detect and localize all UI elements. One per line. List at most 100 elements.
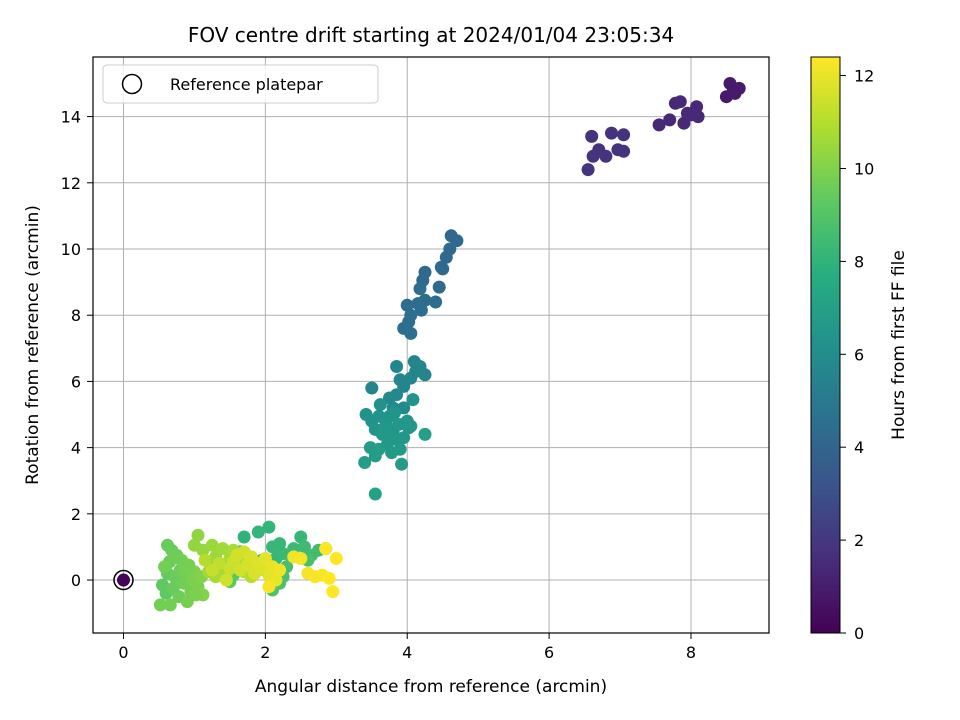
y-tick-label: 2: [71, 505, 81, 524]
colorbar-tick-label: 12: [854, 67, 874, 86]
data-point: [383, 431, 396, 445]
data-point: [617, 144, 631, 158]
data-point: [262, 580, 276, 594]
data-point: [413, 282, 427, 296]
colorbar-ticks: 0 2 4 6 8 10 12: [840, 67, 874, 643]
y-tick-label: 0: [71, 571, 81, 590]
data-point: [691, 110, 705, 124]
data-point: [406, 393, 420, 407]
data-point: [581, 163, 595, 177]
data-point: [395, 457, 409, 471]
data-point: [605, 126, 618, 140]
data-point: [390, 388, 404, 402]
x-tick-label: 0: [118, 643, 128, 662]
data-point: [326, 585, 340, 599]
data-point: [390, 360, 404, 373]
data-point: [373, 398, 387, 412]
chart-title: FOV centre drift starting at 2024/01/04 …: [188, 23, 674, 47]
data-point: [432, 280, 446, 294]
data-point: [404, 326, 418, 340]
data-point: [378, 421, 391, 435]
data-point: [418, 427, 432, 441]
reference-point: [117, 573, 131, 587]
data-point: [363, 441, 377, 455]
data-point: [153, 598, 167, 612]
legend-entry-reference: Reference platepar: [170, 75, 323, 94]
x-tick-label: 4: [402, 643, 412, 662]
legend-box: [102, 64, 379, 104]
x-tick-label: 2: [260, 643, 270, 662]
data-point: [397, 431, 411, 445]
y-tick-label: 6: [71, 372, 81, 391]
grid-lines: [93, 57, 769, 633]
colorbar-label: Hours from first FF file: [889, 250, 909, 440]
data-point: [368, 487, 382, 501]
data-point: [189, 588, 203, 602]
data-point: [319, 542, 333, 556]
data-point: [273, 537, 287, 551]
data-point: [585, 129, 599, 143]
data-point: [158, 560, 172, 574]
data-point: [251, 525, 265, 539]
data-point: [434, 260, 448, 274]
y-tick-label: 14: [61, 108, 81, 127]
data-point: [294, 552, 308, 565]
y-axis-ticks: 0 2 4 6 8 10 12 14: [61, 108, 93, 590]
data-point: [166, 552, 180, 565]
y-tick-label: 12: [61, 174, 81, 193]
x-axis-label: Angular distance from reference (arcmin): [255, 677, 607, 697]
y-tick-label: 4: [71, 439, 81, 458]
data-point: [294, 530, 308, 544]
colorbar: [810, 56, 841, 634]
plot-frame: [92, 56, 770, 634]
data-point: [617, 128, 631, 142]
x-tick-label: 8: [686, 643, 696, 662]
data-point: [599, 149, 613, 163]
x-axis-ticks: 0 2 4 6 8: [118, 633, 696, 662]
y-axis-label: Rotation from reference (arcmin): [23, 205, 43, 485]
data-point: [262, 520, 276, 534]
data-point: [728, 86, 742, 100]
data-point: [414, 303, 428, 317]
reference-point-ring: [113, 569, 134, 591]
legend-reference-marker: [121, 73, 143, 95]
data-point: [365, 381, 379, 395]
data-point: [690, 100, 704, 114]
data-point: [673, 95, 687, 109]
y-tick-label: 8: [71, 306, 81, 325]
data-point: [163, 598, 177, 612]
data-point: [329, 552, 343, 565]
data-point: [388, 406, 401, 420]
colorbar-tick-label: 10: [854, 159, 874, 178]
data-point: [358, 456, 372, 469]
data-point: [322, 571, 336, 585]
x-tick-label: 6: [544, 643, 554, 662]
data-point: [404, 419, 418, 433]
colorbar-tick-label: 4: [854, 438, 864, 457]
data-point: [198, 553, 212, 567]
data-point: [191, 528, 205, 542]
colorbar-tick-label: 8: [854, 252, 864, 271]
data-points: [153, 77, 746, 612]
data-point: [680, 106, 694, 120]
data-point: [429, 295, 443, 309]
data-point: [663, 113, 677, 127]
colorbar-tick-label: 2: [854, 531, 864, 550]
data-point: [205, 563, 219, 577]
y-tick-label: 10: [61, 240, 81, 259]
data-point: [161, 538, 174, 552]
data-point: [216, 542, 230, 556]
data-point: [179, 561, 193, 575]
data-point: [450, 234, 464, 248]
data-point: [393, 442, 407, 456]
data-point: [400, 298, 414, 312]
reference-marker-layer: [113, 569, 134, 591]
data-point: [237, 530, 251, 544]
data-point: [273, 563, 287, 577]
legend: Reference platepar: [102, 64, 379, 104]
data-point: [219, 573, 233, 587]
data-point: [418, 368, 432, 382]
colorbar-tick-label: 0: [854, 624, 864, 643]
data-point: [205, 538, 219, 552]
